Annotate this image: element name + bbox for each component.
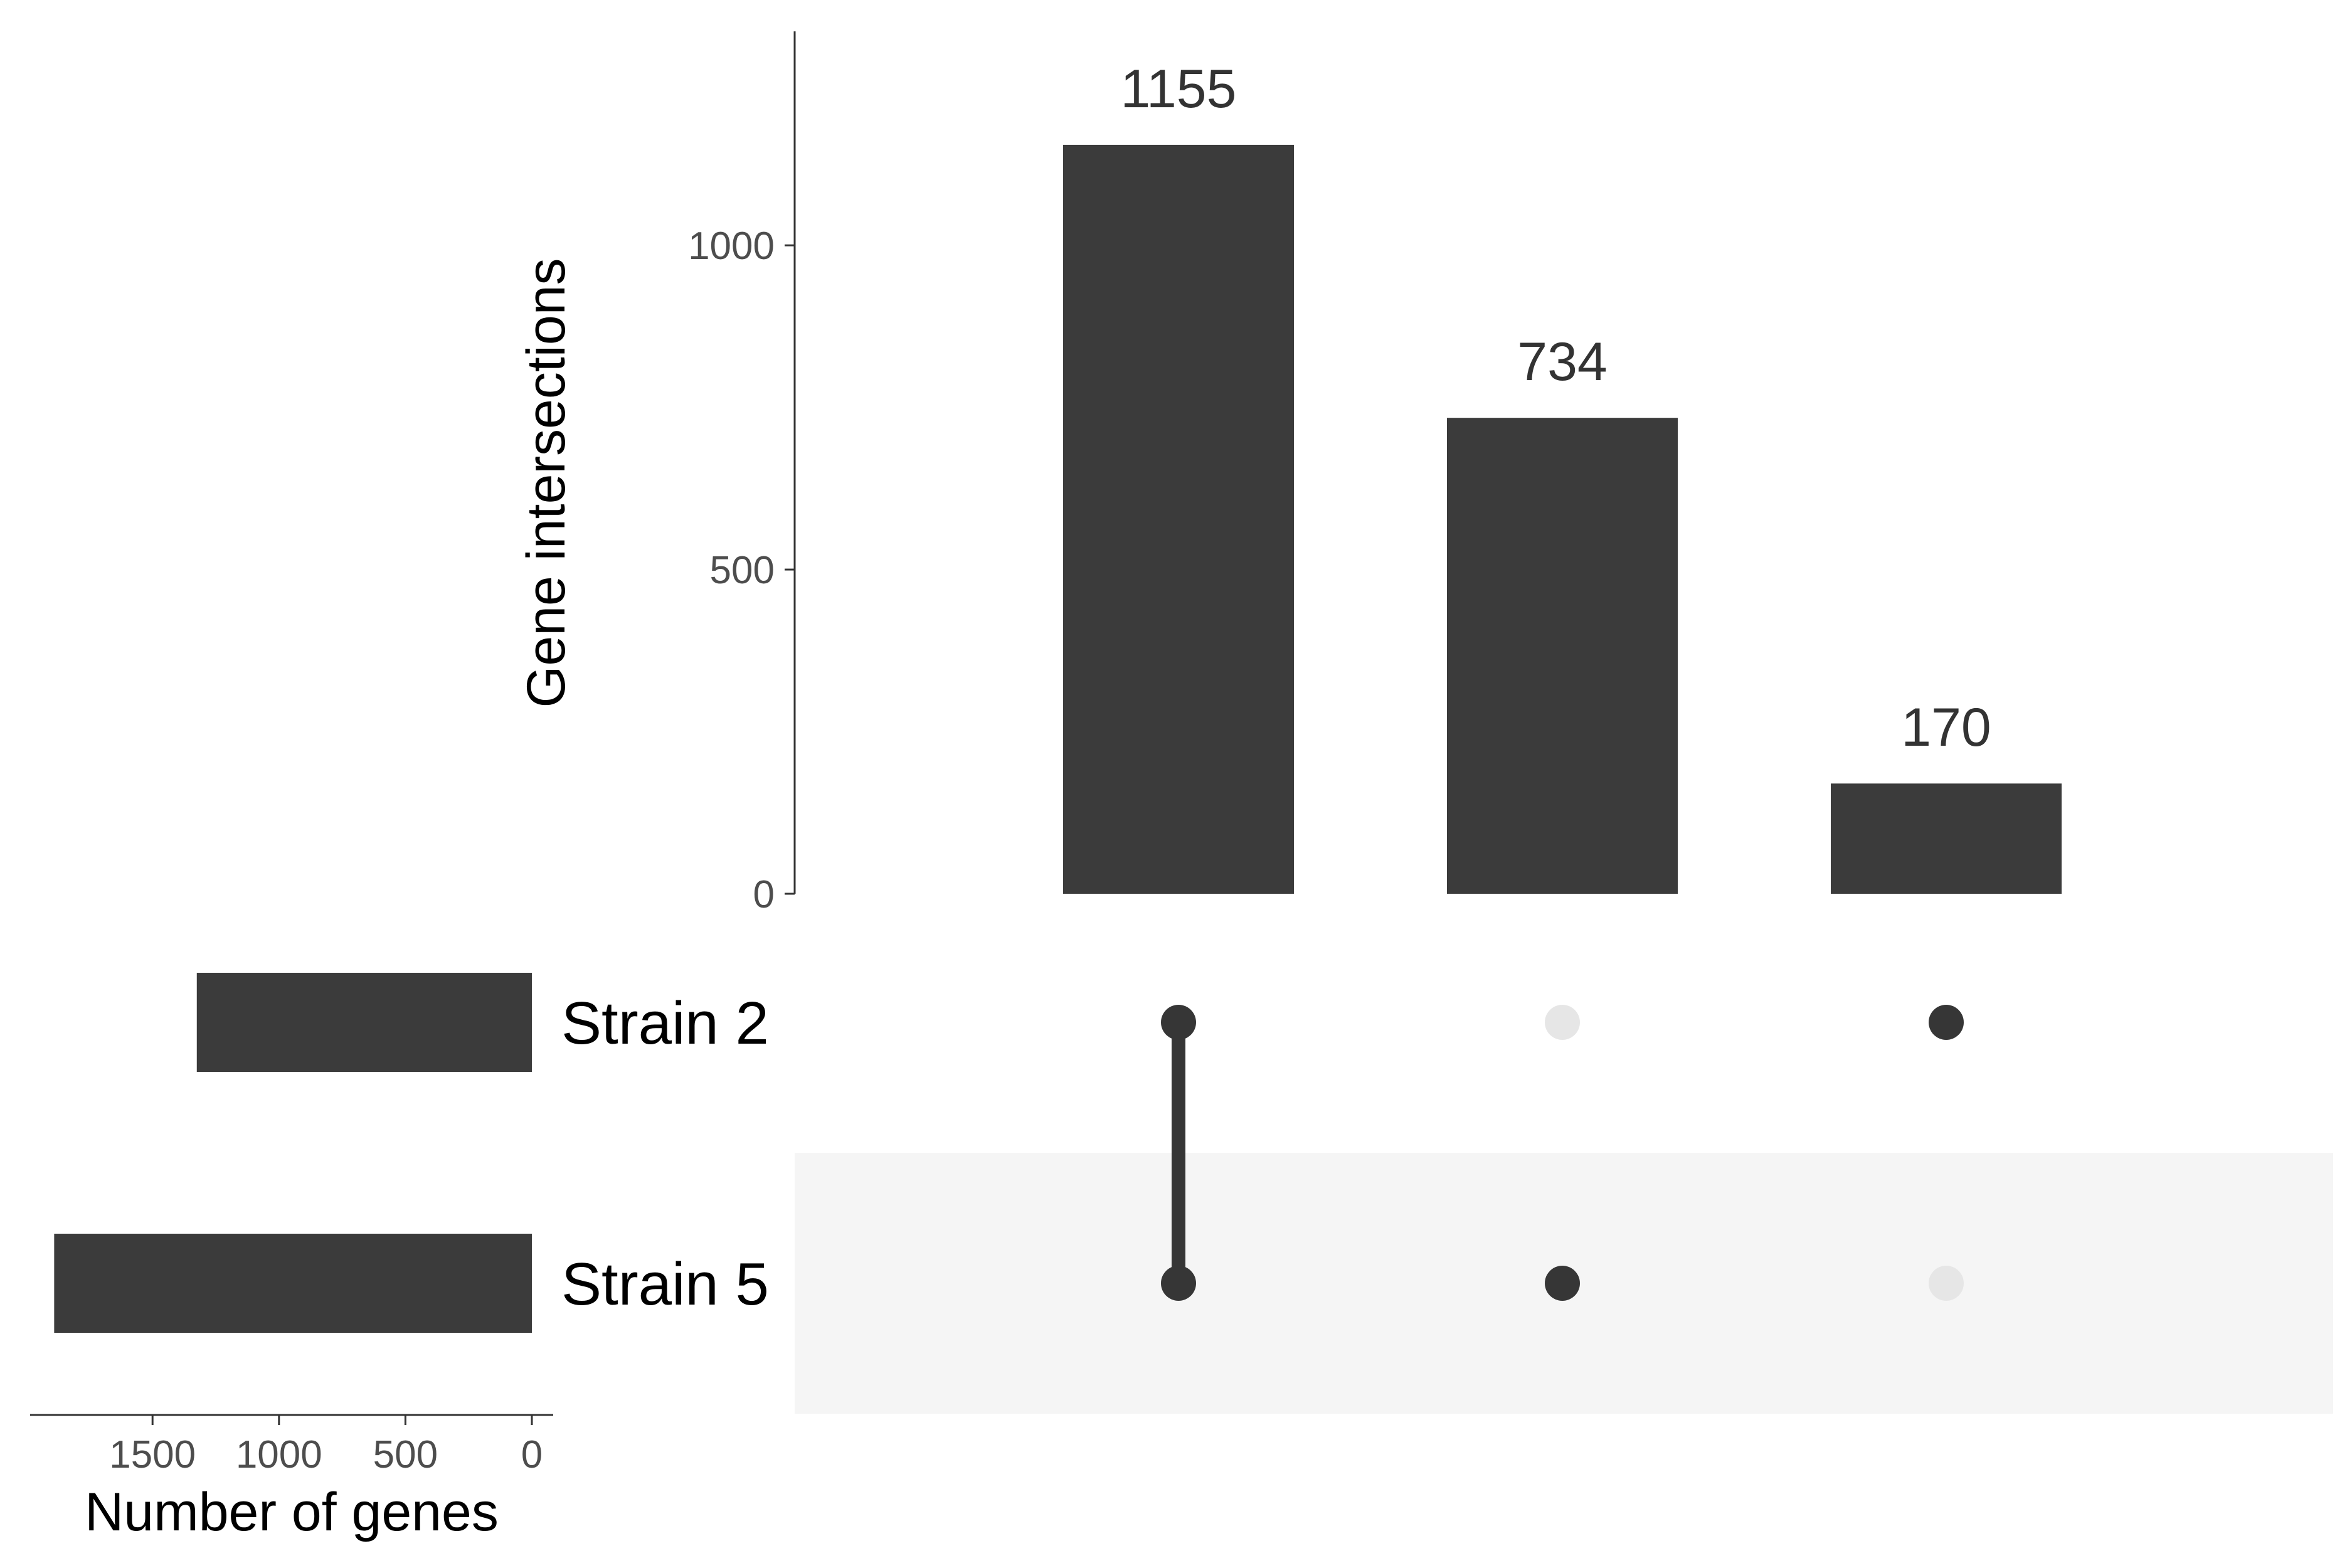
intersection-matrix (1161, 1005, 1964, 1301)
matrix-dot-active (1545, 1266, 1580, 1301)
bar-value-label: 170 (1901, 697, 1991, 758)
y-tick-label: 1000 (688, 225, 775, 268)
intersection-bar (1831, 783, 2062, 894)
matrix-dot-active (1161, 1005, 1196, 1040)
set-label: Strain 2 (561, 990, 769, 1057)
set-size-bars: Strain 2 Strain 5 (54, 973, 769, 1333)
x-tick-label: 500 (373, 1433, 438, 1476)
x-tick-label: 1000 (236, 1433, 322, 1476)
matrix-dot-inactive (1929, 1266, 1964, 1301)
intersection-y-axis: Gene intersections 0 500 1000 (516, 31, 796, 916)
x-axis-title: Number of genes (85, 1482, 499, 1542)
matrix-dot-inactive (1545, 1005, 1580, 1040)
matrix-dot-active (1929, 1005, 1964, 1040)
intersection-bar (1447, 418, 1678, 894)
matrix-dot-active (1161, 1266, 1196, 1301)
set-size-x-axis: Number of genes 1500 1000 500 0 (30, 1414, 553, 1542)
set-size-bar (54, 1234, 532, 1333)
x-tick-label: 1500 (109, 1433, 196, 1476)
y-tick-label: 0 (753, 873, 775, 916)
set-label: Strain 5 (561, 1251, 769, 1318)
bar-value-label: 1155 (1121, 59, 1237, 119)
y-axis-title: Gene intersections (516, 258, 576, 707)
set-size-bar (196, 973, 532, 1072)
x-tick-label: 0 (521, 1433, 543, 1476)
intersection-bars: 1155 734 170 (1063, 59, 2062, 894)
bar-value-label: 734 (1517, 332, 1608, 392)
y-tick-label: 500 (710, 549, 775, 592)
intersection-bar (1063, 144, 1294, 894)
